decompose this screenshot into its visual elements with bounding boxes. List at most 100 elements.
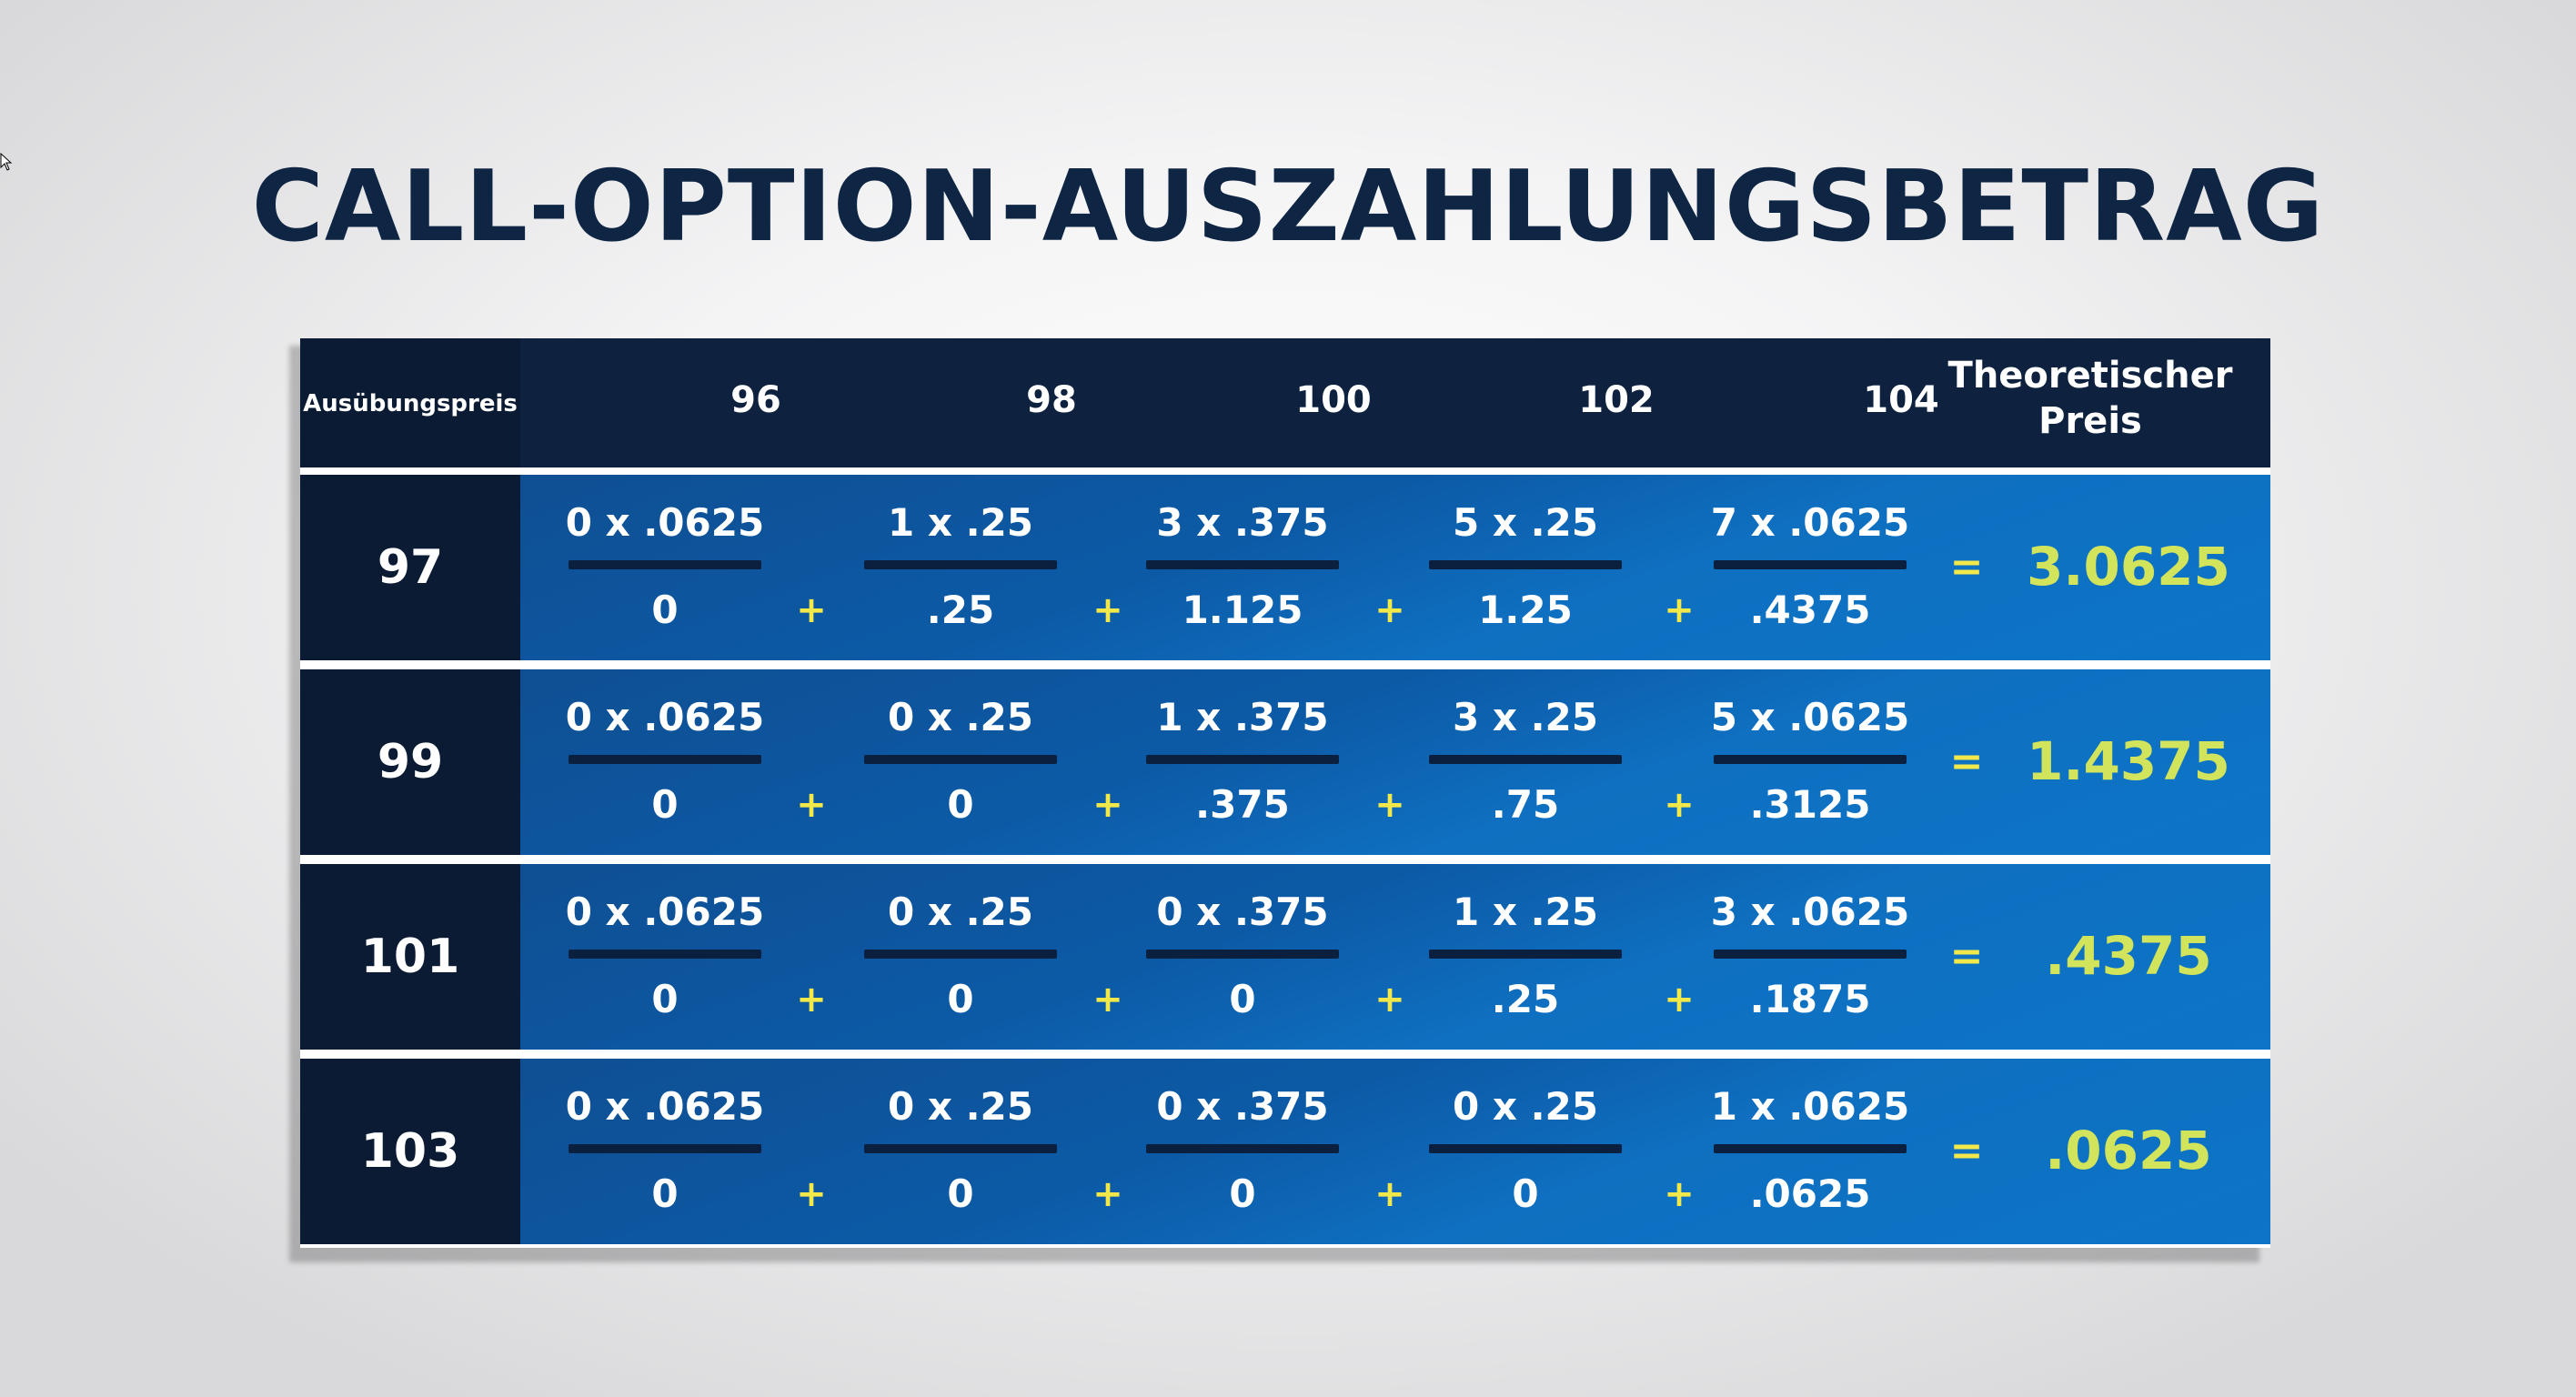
term-expression: 0 x .375 (1156, 1084, 1329, 1129)
row-calculation-area (520, 669, 2270, 855)
row-strike-label: 97 (377, 540, 444, 595)
equals-sign: = (1949, 933, 1984, 980)
strike-header-102: 102 (1578, 379, 1655, 421)
theoretical-price-header-line2: Preis (2038, 400, 2142, 442)
term-result: .0625 (1749, 1171, 1871, 1216)
plus-sign: + (796, 589, 827, 631)
term-expression: 5 x .0625 (1710, 695, 1910, 739)
strike-header-100: 100 (1295, 379, 1372, 421)
equals-sign: = (1949, 739, 1984, 785)
fraction-bar (1429, 950, 1622, 959)
strike-header-96: 96 (730, 379, 781, 421)
fraction-bar (1714, 560, 1907, 569)
table-row: 99 0 x .0625 0 +0 x .25 0 +1 x .375 .375 +3 x .… (300, 669, 2270, 855)
plus-sign: + (1092, 784, 1123, 826)
plus-sign: + (796, 784, 827, 826)
fraction-bar (1714, 1144, 1907, 1153)
term-expression: 0 x .25 (888, 1084, 1033, 1129)
plus-sign: + (1092, 589, 1123, 631)
term-result: 0 (1229, 977, 1256, 1021)
strike-column-header: Ausübungspreis (303, 390, 518, 417)
term-expression: 5 x .25 (1453, 500, 1598, 545)
plus-sign: + (1374, 979, 1405, 1020)
fraction-bar (569, 950, 761, 959)
fraction-bar (864, 1144, 1057, 1153)
theoretical-price-value: 1.4375 (2027, 730, 2230, 792)
term-result: 1.125 (1182, 588, 1303, 632)
plus-sign: + (796, 979, 827, 1020)
fraction-bar (864, 755, 1057, 764)
row-label-cell: 97 (300, 475, 520, 660)
fraction-bar (1146, 755, 1339, 764)
term-expression: 1 x .375 (1156, 695, 1329, 739)
term-expression: 3 x .375 (1156, 500, 1329, 545)
theoretical-price-value: 3.0625 (2027, 536, 2230, 598)
term-result: .4375 (1749, 588, 1871, 632)
term-expression: 3 x .25 (1453, 695, 1598, 739)
term-result: .3125 (1749, 782, 1871, 827)
term-result: 0 (1229, 1171, 1256, 1216)
plus-sign: + (1664, 1173, 1695, 1215)
term-expression: 0 x .0625 (565, 889, 765, 934)
fraction-bar (1146, 1144, 1339, 1153)
row-calculation-area (520, 1059, 2270, 1244)
table-row: 103 0 x .0625 0 +0 x .25 0 +0 x .375 0 +0 x .25… (300, 1059, 2270, 1244)
fraction-bar (864, 950, 1057, 959)
term-result: 0 (651, 977, 679, 1021)
term-result: .75 (1491, 782, 1560, 827)
strike-header-104: 104 (1863, 379, 1939, 421)
term-expression: 1 x .25 (1453, 889, 1598, 934)
table-header: Ausübungspreis 96 98 100 102 104 Theoret… (300, 338, 2270, 467)
term-result: .25 (926, 588, 995, 632)
term-result: 1.25 (1478, 588, 1573, 632)
fraction-bar (1146, 950, 1339, 959)
term-result: 0 (947, 977, 974, 1021)
plus-sign: + (796, 1173, 827, 1215)
plus-sign: + (1664, 784, 1695, 826)
payoff-table: Ausübungspreis 96 98 100 102 104 Theoret… (300, 338, 2270, 1248)
term-expression: 0 x .375 (1156, 889, 1329, 934)
term-expression: 0 x .0625 (565, 695, 765, 739)
term-result: .1875 (1749, 977, 1871, 1021)
row-calculation-area (520, 864, 2270, 1050)
fraction-bar (864, 560, 1057, 569)
row-strike-label: 103 (360, 1124, 460, 1179)
term-expression: 0 x .25 (888, 695, 1033, 739)
term-expression: 7 x .0625 (1710, 500, 1910, 545)
term-result: 0 (947, 782, 974, 827)
theoretical-price-header-line1: Theoretischer (1947, 355, 2233, 397)
theoretical-price-value: .0625 (2045, 1120, 2212, 1181)
plus-sign: + (1092, 979, 1123, 1020)
term-expression: 1 x .25 (888, 500, 1033, 545)
row-strike-label: 101 (360, 930, 460, 984)
strike-header-98: 98 (1026, 379, 1077, 421)
theoretical-price-value: .4375 (2045, 925, 2212, 987)
term-result: 0 (651, 782, 679, 827)
term-expression: 0 x .25 (1453, 1084, 1598, 1129)
plus-sign: + (1374, 589, 1405, 631)
fraction-bar (1714, 950, 1907, 959)
plus-sign: + (1374, 1173, 1405, 1215)
row-strike-label: 99 (377, 735, 444, 789)
fraction-bar (569, 560, 761, 569)
term-expression: 1 x .0625 (1710, 1084, 1910, 1129)
mouse-pointer-icon (0, 153, 13, 171)
page-title: CALL-OPTION-AUSZAHLUNGSBETRAG (251, 150, 2325, 264)
row-calculation-area (520, 475, 2270, 660)
fraction-bar (1146, 560, 1339, 569)
term-expression: 3 x .0625 (1710, 889, 1910, 934)
term-result: 0 (947, 1171, 974, 1216)
fraction-bar (569, 755, 761, 764)
term-result: 0 (651, 1171, 679, 1216)
fraction-bar (1714, 755, 1907, 764)
term-result: 0 (1512, 1171, 1539, 1216)
term-result: 0 (651, 588, 679, 632)
row-label-cell: 99 (300, 669, 520, 855)
fraction-bar (1429, 560, 1622, 569)
header-label-cell: Ausübungspreis (300, 338, 520, 467)
term-expression: 0 x .0625 (565, 500, 765, 545)
plus-sign: + (1664, 979, 1695, 1020)
plus-sign: + (1664, 589, 1695, 631)
theoretical-price-header: Theoretischer Preis (1917, 353, 2263, 444)
plus-sign: + (1092, 1173, 1123, 1215)
